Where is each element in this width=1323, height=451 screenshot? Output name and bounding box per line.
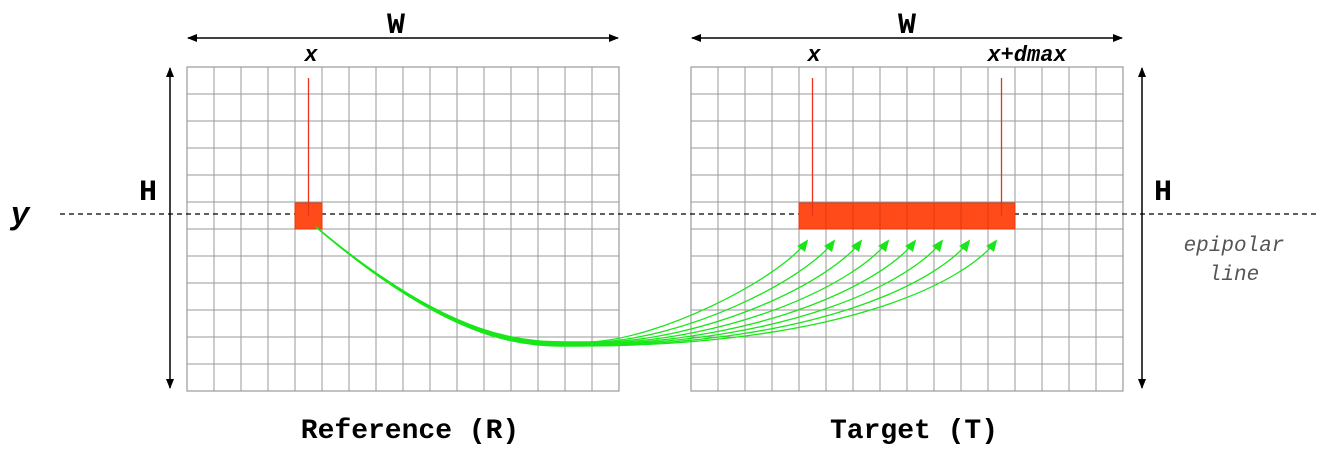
epipolar-label-line1: epipolar	[1184, 235, 1285, 258]
target-candidate-pixel	[852, 202, 881, 230]
target-candidate-strip	[798, 202, 1016, 230]
reference-image-grid	[186, 66, 620, 392]
ref-height-label: H	[139, 176, 157, 210]
target-candidate-pixel	[879, 202, 908, 230]
target-width-label: W	[898, 9, 916, 43]
x-marker-lines	[307, 78, 1003, 216]
target-candidate-pixel	[906, 202, 935, 230]
row-y-label: y	[9, 197, 31, 234]
reference-caption: Reference (R)	[301, 416, 519, 447]
target-x-dmax-label: x+dmax	[986, 43, 1067, 68]
matching-curve	[315, 226, 998, 347]
target-candidate-pixel	[933, 202, 962, 230]
target-candidate-pixel	[960, 202, 989, 230]
target-x-label: x	[806, 43, 821, 68]
epipolar-label-line2: line	[1209, 264, 1259, 287]
ref-width-label: W	[387, 9, 405, 43]
target-candidate-pixel	[825, 202, 854, 230]
ref-x-label: x	[303, 43, 318, 68]
target-caption: Target (T)	[830, 416, 998, 447]
target-image-grid	[690, 66, 1124, 392]
target-height-label: H	[1154, 176, 1172, 210]
matching-curves	[315, 226, 998, 347]
